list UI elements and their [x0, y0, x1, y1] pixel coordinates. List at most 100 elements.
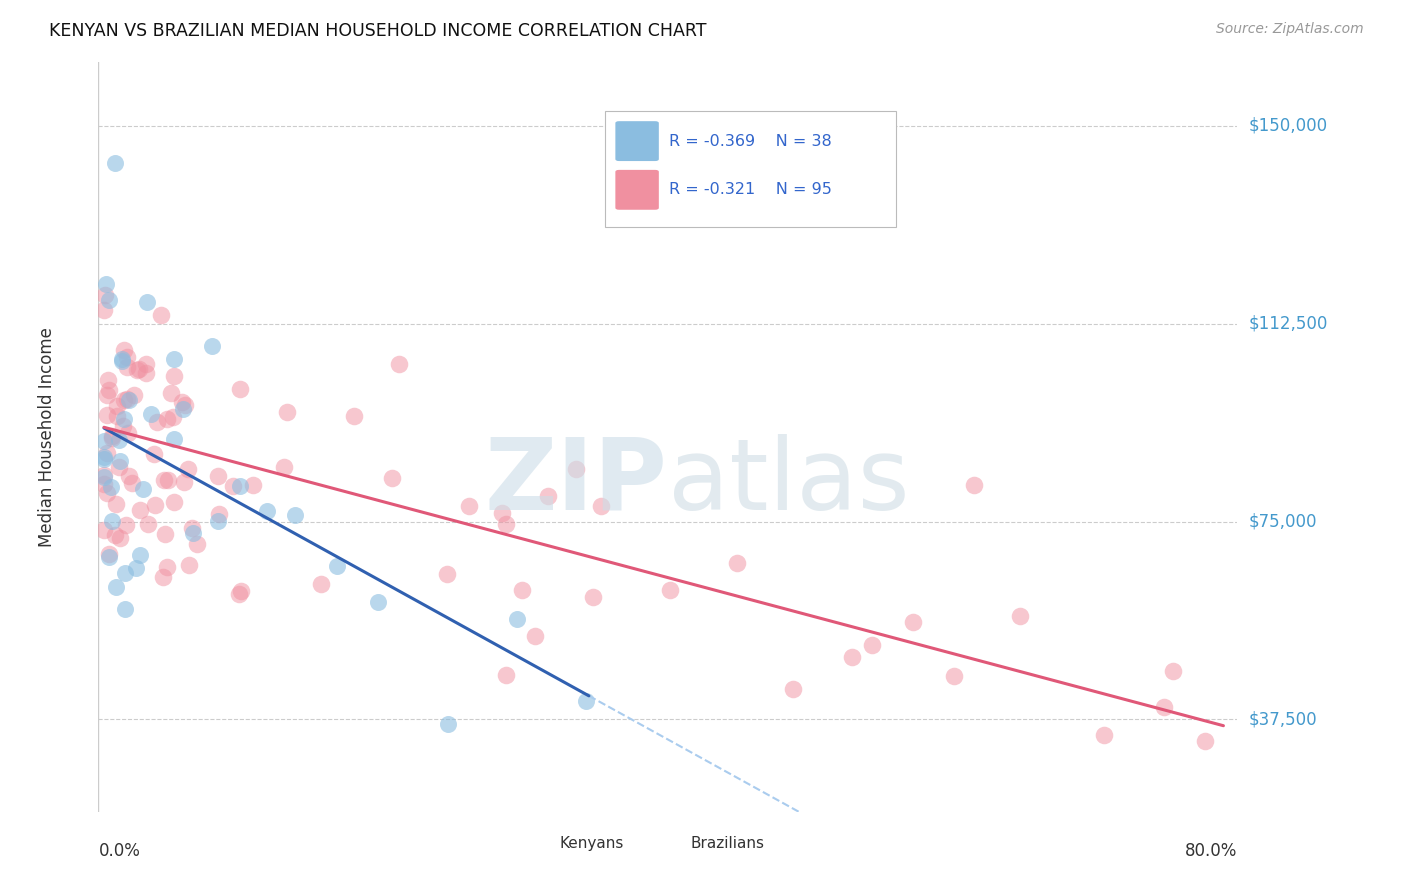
Point [343, 409, 366, 423]
Text: R = -0.369    N = 38: R = -0.369 N = 38 [669, 134, 832, 149]
Point [256, 504, 278, 518]
Point [114, 601, 136, 615]
Point [163, 432, 186, 446]
Point [943, 668, 966, 682]
Point [112, 392, 135, 407]
Point [93, 450, 115, 464]
Point [97, 383, 120, 397]
Point [491, 506, 513, 520]
Point [565, 462, 588, 476]
FancyBboxPatch shape [652, 830, 688, 857]
FancyBboxPatch shape [614, 120, 659, 162]
Point [97, 374, 120, 388]
Point [1153, 700, 1175, 714]
Point [156, 560, 179, 574]
Point [104, 155, 127, 169]
Point [93, 451, 115, 466]
Point [207, 469, 229, 483]
Point [181, 525, 204, 540]
Point [108, 454, 131, 468]
Point [782, 681, 804, 696]
Point [725, 557, 748, 571]
Point [129, 503, 152, 517]
Point [97, 547, 120, 561]
Point [100, 514, 122, 528]
Point [135, 366, 157, 380]
Point [97, 293, 120, 307]
Point [367, 595, 389, 609]
Point [172, 402, 194, 417]
Text: 0.0%: 0.0% [98, 842, 141, 860]
Point [1092, 727, 1115, 741]
Point [589, 499, 612, 513]
Point [152, 473, 174, 487]
Point [125, 363, 148, 377]
Point [139, 408, 162, 422]
Point [132, 482, 155, 496]
Point [229, 478, 252, 492]
Text: R = -0.321    N = 95: R = -0.321 N = 95 [669, 182, 832, 197]
Point [174, 398, 197, 412]
Point [135, 357, 157, 371]
Text: $75,000: $75,000 [1249, 513, 1317, 531]
Point [136, 295, 159, 310]
Point [284, 508, 307, 522]
Point [436, 567, 458, 582]
Point [111, 353, 134, 368]
Point [117, 425, 139, 440]
Point [156, 411, 179, 425]
Point [537, 489, 560, 503]
Text: $37,500: $37,500 [1249, 710, 1317, 729]
Point [101, 428, 124, 442]
Point [112, 343, 135, 357]
Point [163, 351, 186, 366]
Point [114, 566, 136, 581]
Point [903, 615, 925, 630]
FancyBboxPatch shape [522, 830, 557, 857]
Point [160, 386, 183, 401]
Point [121, 476, 143, 491]
Point [506, 612, 529, 626]
Point [108, 531, 131, 545]
Point [1161, 665, 1184, 679]
Point [309, 577, 332, 591]
Point [229, 583, 252, 598]
Point [273, 460, 295, 475]
Point [96, 408, 118, 422]
Point [157, 473, 180, 487]
Text: KENYAN VS BRAZILIAN MEDIAN HOUSEHOLD INCOME CORRELATION CHART: KENYAN VS BRAZILIAN MEDIAN HOUSEHOLD INC… [49, 22, 707, 40]
FancyBboxPatch shape [605, 112, 896, 227]
Point [107, 409, 129, 424]
Point [93, 468, 115, 483]
Point [115, 517, 138, 532]
Point [201, 339, 224, 353]
Point [495, 517, 517, 532]
Point [575, 694, 598, 708]
Text: $112,500: $112,500 [1249, 315, 1327, 333]
Text: Source: ZipAtlas.com: Source: ZipAtlas.com [1216, 22, 1364, 37]
Point [96, 446, 118, 460]
Point [495, 668, 517, 682]
Point [100, 431, 122, 445]
Point [104, 528, 127, 542]
Point [207, 514, 229, 528]
Point [112, 419, 135, 434]
Point [208, 507, 231, 521]
FancyBboxPatch shape [614, 169, 659, 211]
Text: Brazilians: Brazilians [690, 837, 765, 852]
Point [105, 498, 128, 512]
Point [381, 470, 404, 484]
Point [242, 477, 264, 491]
Point [325, 559, 347, 574]
Point [100, 480, 122, 494]
Text: Median Household Income: Median Household Income [38, 327, 56, 547]
Text: ZIP: ZIP [485, 434, 668, 531]
Point [93, 470, 115, 484]
Point [163, 495, 186, 509]
Point [93, 476, 115, 491]
Point [107, 459, 129, 474]
Point [118, 469, 141, 483]
Point [860, 639, 883, 653]
Point [118, 392, 141, 407]
Point [153, 527, 176, 541]
